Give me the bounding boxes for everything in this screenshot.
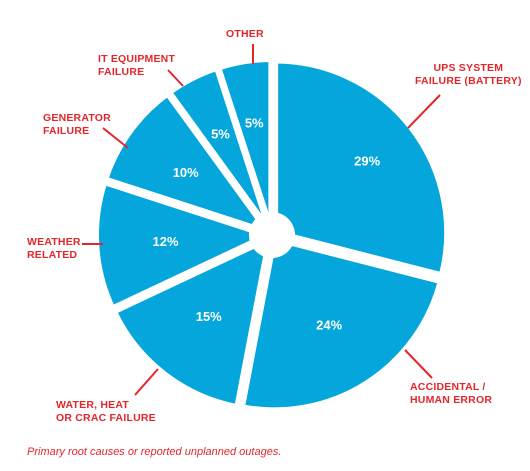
label-water-heat-crac-failure: WATER, HEAT OR CRAC FAILURE (56, 399, 156, 424)
pie-slice-generator-failure (101, 89, 277, 239)
pie-slice-ups-system-failure (272, 57, 451, 279)
leader-line-generator-failure (102, 127, 129, 149)
value-label-other: 5% (245, 115, 264, 130)
value-label-ups-system-failure: 29% (354, 154, 380, 169)
leader-line-water-heat-crac-failure (134, 368, 159, 396)
leader-line-accidental-human-error (404, 349, 433, 379)
leader-line-ups-system-failure (407, 94, 441, 129)
value-label-generator-failure: 10% (173, 165, 199, 180)
pie-slice-weather-related (93, 178, 277, 313)
leader-line-it-equipment-failure (167, 69, 184, 87)
value-label-it-equipment-failure: 5% (211, 126, 230, 141)
value-label-accidental-human-error: 24% (316, 318, 342, 333)
label-other: OTHER (226, 28, 264, 40)
label-accidental-human-error: ACCIDENTAL / HUMAN ERROR (410, 381, 493, 406)
center-hole (249, 212, 295, 258)
label-ups-system-failure: UPS SYSTEM FAILURE (BATTERY) (415, 62, 522, 87)
label-generator-failure: GENERATOR FAILURE (43, 112, 111, 137)
pie-slice-accidental-human-error (238, 234, 445, 414)
value-label-water-heat-crac-failure: 15% (196, 309, 222, 324)
pie-slice-water-heat-crac-failure (109, 232, 274, 411)
label-it-equipment-failure: IT EQUIPMENT FAILURE (98, 53, 176, 78)
value-label-weather-related: 12% (153, 234, 179, 249)
pie-slice-other (214, 56, 275, 232)
footnote: Primary root causes or reported unplanne… (27, 446, 282, 458)
label-weather-related: WEATHER RELATED (27, 236, 81, 261)
